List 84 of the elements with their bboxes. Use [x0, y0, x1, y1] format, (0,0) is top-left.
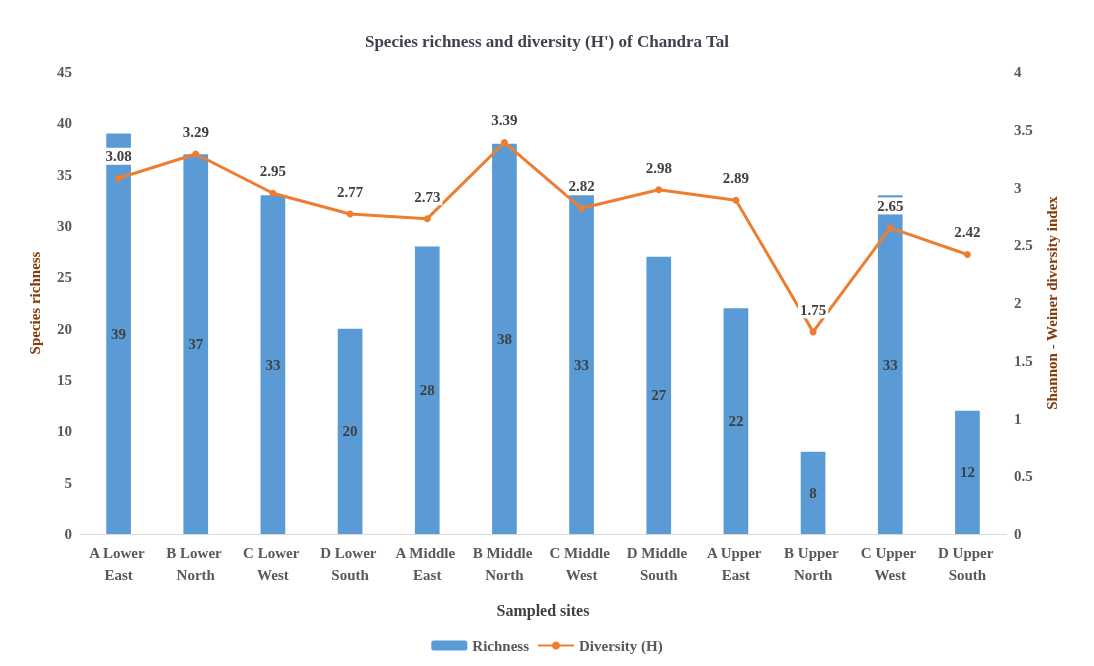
y-tick-label: 25 — [57, 269, 72, 286]
y2-tick-label: 4 — [1014, 64, 1022, 80]
y2-tick-label: 0.5 — [1014, 468, 1033, 485]
bar — [646, 256, 672, 534]
point — [578, 204, 586, 212]
data-label: 2.77 — [336, 184, 364, 201]
data-label: 8 — [809, 484, 817, 501]
point — [809, 328, 817, 336]
legend-label: Diversity (H) — [578, 637, 663, 655]
y-tick-label: 35 — [57, 166, 72, 183]
bar — [492, 143, 517, 534]
bar — [800, 451, 826, 534]
y-axis-title: Species richness — [26, 251, 43, 355]
data-label: 20 — [342, 423, 358, 440]
x-tick-label: A Middle East — [395, 545, 459, 583]
data-label: 2.89 — [722, 170, 750, 187]
data-label: 38 — [496, 330, 512, 347]
y-tick-label: 30 — [57, 218, 72, 234]
data-label: 28 — [419, 382, 435, 399]
data-label: 12 — [959, 464, 975, 481]
y-tick-label: 5 — [64, 474, 72, 491]
x-axis-title: Sampled sites — [496, 601, 590, 620]
bar — [723, 308, 749, 534]
point — [269, 189, 277, 197]
y2-axis-title: Shannon - Weiner diversity index — [1043, 195, 1060, 410]
point — [886, 224, 894, 232]
x-tick-label: C Upper West — [860, 545, 920, 583]
bar — [106, 133, 131, 534]
y2-tick-label: 1.5 — [1014, 352, 1033, 369]
bar — [877, 195, 903, 534]
x-tick-label: D Upper South — [937, 545, 997, 583]
x-tick-label: C Middle West — [549, 545, 614, 583]
chart-title: Species richness and diversity (H') of Chandra Tal — [364, 32, 730, 51]
data-label: 1.75 — [799, 301, 827, 318]
y2-tick-label: 0 — [1014, 526, 1022, 542]
x-tick-label: D Lower South — [320, 545, 380, 583]
y-tick-label: 15 — [57, 372, 72, 388]
point — [115, 174, 123, 182]
x-tick-label: B Middle North — [472, 545, 537, 583]
data-label: 2.42 — [954, 224, 981, 241]
data-label: 33 — [574, 356, 590, 373]
point — [500, 138, 508, 146]
data-label: 3.29 — [182, 124, 209, 141]
data-label: 33 — [265, 356, 281, 373]
data-label: 2.98 — [645, 159, 672, 176]
point — [192, 150, 200, 158]
data-label: 33 — [882, 356, 898, 373]
data-label: 2.73 — [414, 188, 441, 205]
y2-tick-label: 3 — [1014, 179, 1022, 196]
point — [732, 196, 740, 204]
y2-tick-label: 2.5 — [1014, 237, 1033, 254]
point — [423, 215, 431, 223]
y2-tick-label: 1 — [1014, 410, 1022, 427]
data-label: 37 — [188, 336, 204, 353]
data-label: 22 — [728, 413, 744, 430]
bar — [955, 410, 980, 534]
bar — [183, 154, 209, 534]
bar — [260, 195, 286, 534]
y2-tick-label: 2 — [1014, 295, 1022, 311]
point — [963, 250, 971, 258]
data-label: 3.39 — [491, 112, 518, 129]
x-tick-label: B Upper North — [784, 545, 843, 583]
data-label: 27 — [651, 387, 667, 404]
bar — [414, 246, 440, 534]
y-tick-label: 0 — [64, 526, 72, 542]
x-tick-label: C Lower West — [243, 545, 303, 583]
bar — [569, 195, 594, 534]
x-tick-label: A Upper East — [706, 545, 765, 583]
data-label: 2.65 — [877, 197, 904, 214]
x-tick-label: D Middle South — [626, 545, 691, 583]
bar — [337, 328, 363, 534]
data-label: 3.08 — [105, 148, 132, 165]
x-tick-label: B Lower North — [166, 545, 226, 583]
y-tick-label: 10 — [57, 423, 72, 440]
x-tick-label: A Lower East — [89, 545, 149, 583]
data-label: 2.95 — [259, 163, 287, 180]
data-label: 39 — [111, 325, 127, 342]
y-tick-label: 45 — [57, 64, 72, 80]
y2-tick-label: 3.5 — [1014, 121, 1033, 138]
data-label: 2.82 — [568, 178, 595, 195]
y-tick-label: 20 — [57, 320, 72, 337]
legend-label: Richness — [472, 637, 530, 654]
y-tick-label: 40 — [57, 115, 72, 132]
point — [655, 186, 663, 194]
